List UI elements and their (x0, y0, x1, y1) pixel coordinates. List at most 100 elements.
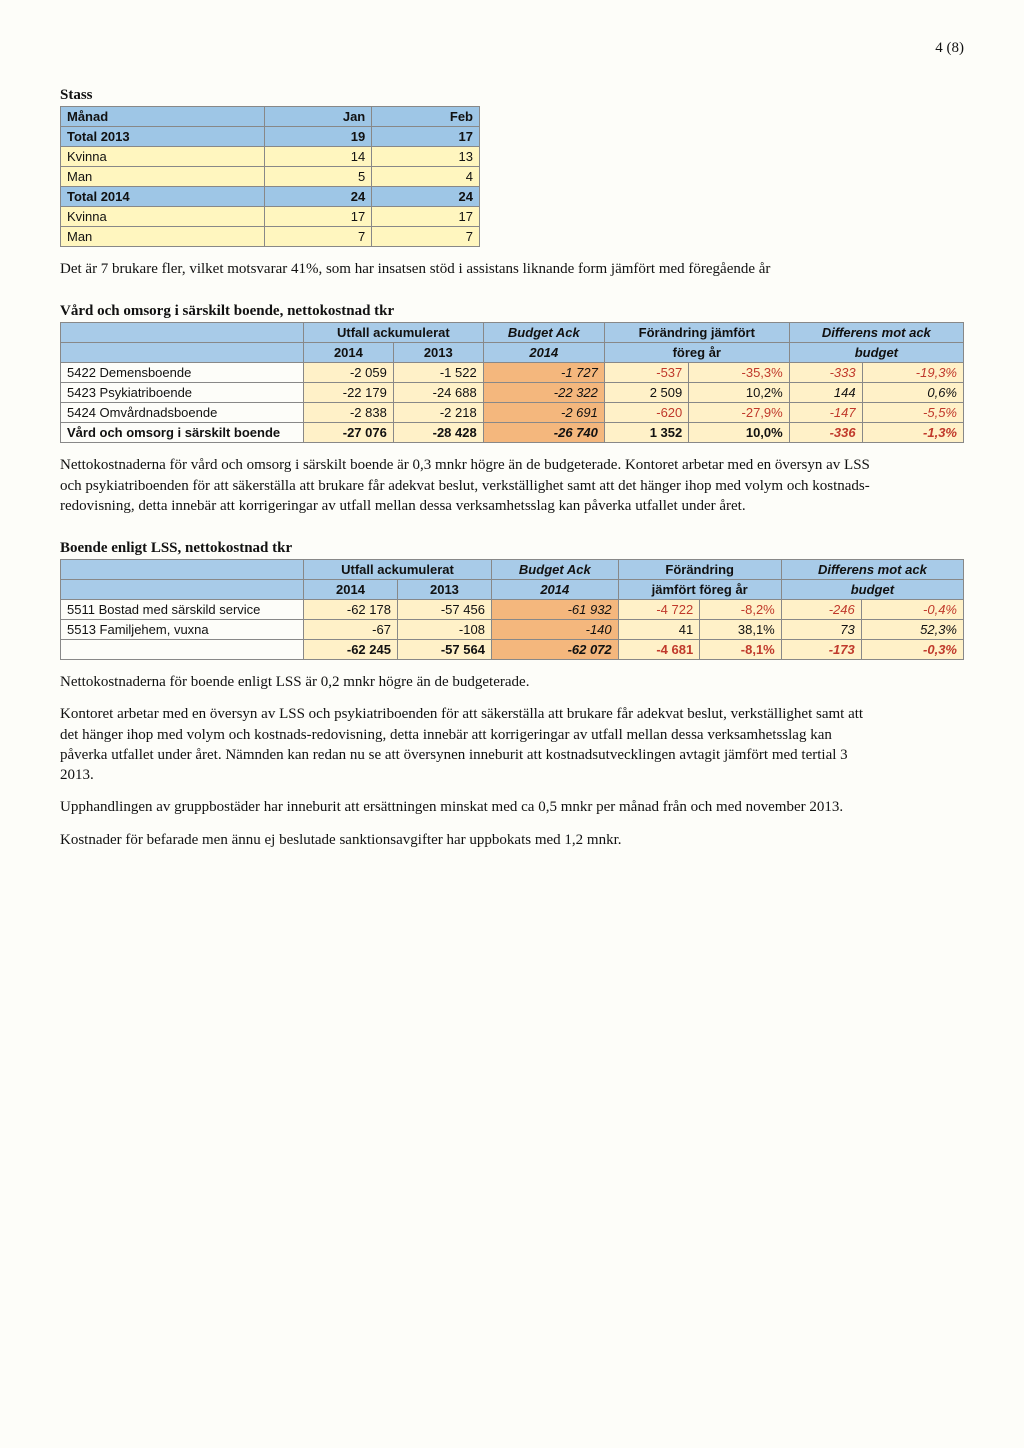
cell-c5: -147 (789, 403, 862, 423)
table-row: 5423 Psykiatriboende-22 179-24 688-22 32… (61, 383, 964, 403)
cell-c4p: 10,0% (689, 423, 789, 443)
stass-h0: Månad (61, 107, 265, 127)
cell-c4: -620 (604, 403, 688, 423)
lss-h2-3: 2014 (491, 580, 618, 600)
cell-c4p: -8,1% (700, 640, 782, 660)
cell-c4p: 10,2% (689, 383, 789, 403)
cell-c2: -24 688 (393, 383, 483, 403)
cell-c4p: 38,1% (700, 620, 782, 640)
vard-h2-4: föreg år (604, 343, 789, 363)
cell-c2: -2 218 (393, 403, 483, 423)
cell-c4: 2 509 (604, 383, 688, 403)
cell-c3: -62 072 (491, 640, 618, 660)
cell-c1: -22 179 (304, 383, 394, 403)
lss-table: Utfall ackumulerat Budget Ack Förändring… (60, 559, 964, 660)
lss-p3: Upphandlingen av gruppbostäder har inneb… (60, 797, 880, 817)
vard-para: Nettokostnaderna för vård och omsorg i s… (60, 455, 880, 516)
cell-label: 5422 Demensboende (61, 363, 304, 383)
page-number: 4 (8) (60, 40, 964, 57)
cell-c2: -28 428 (393, 423, 483, 443)
lss-h2-4: jämfört föreg år (618, 580, 781, 600)
cell-jan: 19 (264, 127, 372, 147)
cell-c5: -173 (781, 640, 861, 660)
cell-c3: -61 932 (491, 600, 618, 620)
cell-c4p: -8,2% (700, 600, 782, 620)
cell-label: 5423 Psykiatriboende (61, 383, 304, 403)
cell-c1: -2 059 (304, 363, 394, 383)
vard-table: Utfall ackumulerat Budget Ack Förändring… (60, 322, 964, 443)
cell-c5: 73 (781, 620, 861, 640)
stass-title: Stass (60, 87, 964, 104)
cell-c5p: -5,5% (862, 403, 963, 423)
cell-label: Man (61, 167, 265, 187)
cell-c3: -26 740 (483, 423, 604, 443)
lss-p1: Nettokostnaderna för boende enligt LSS ä… (60, 672, 880, 692)
lss-p4: Kostnader för befarade men ännu ej beslu… (60, 830, 880, 850)
stass-caption: Det är 7 brukare fler, vilket motsvarar … (60, 259, 880, 279)
cell-label: Kvinna (61, 147, 265, 167)
cell-jan: 24 (264, 187, 372, 207)
cell-label: Total 2013 (61, 127, 265, 147)
cell-c3: -22 322 (483, 383, 604, 403)
cell-c4p: -35,3% (689, 363, 789, 383)
stass-h1: Jan (264, 107, 372, 127)
vard-h-diff: Differens mot ack (789, 323, 963, 343)
cell-feb: 4 (372, 167, 480, 187)
lss-h-diff: Differens mot ack (781, 560, 963, 580)
cell-c3: -1 727 (483, 363, 604, 383)
vard-h2-1: 2014 (304, 343, 394, 363)
cell-c2: -108 (397, 620, 491, 640)
cell-feb: 17 (372, 207, 480, 227)
cell-label: Vård och omsorg i särskilt boende (61, 423, 304, 443)
cell-label (61, 640, 304, 660)
cell-c5: -336 (789, 423, 862, 443)
cell-jan: 14 (264, 147, 372, 167)
lss-h2-2: 2013 (397, 580, 491, 600)
cell-c2: -57 564 (397, 640, 491, 660)
cell-c5: 144 (789, 383, 862, 403)
cell-c5p: -19,3% (862, 363, 963, 383)
cell-c4: -4 722 (618, 600, 700, 620)
cell-c1: -62 245 (304, 640, 398, 660)
cell-c5p: -1,3% (862, 423, 963, 443)
cell-label: 5511 Bostad med särskild service (61, 600, 304, 620)
cell-label: 5513 Familjehem, vuxna (61, 620, 304, 640)
cell-c4: -4 681 (618, 640, 700, 660)
vard-h2-5: budget (789, 343, 963, 363)
lss-h-budget: Budget Ack (491, 560, 618, 580)
cell-c3: -140 (491, 620, 618, 640)
table-row: 5422 Demensboende-2 059-1 522-1 727-537-… (61, 363, 964, 383)
table-row: Total 20142424 (61, 187, 480, 207)
lss-title: Boende enligt LSS, nettokostnad tkr (60, 540, 964, 557)
table-total-row: Vård och omsorg i särskilt boende-27 076… (61, 423, 964, 443)
cell-c5p: 0,6% (862, 383, 963, 403)
cell-label: 5424 Omvårdnadsboende (61, 403, 304, 423)
cell-label: Total 2014 (61, 187, 265, 207)
vard-h-utfall: Utfall ackumulerat (304, 323, 484, 343)
cell-jan: 5 (264, 167, 372, 187)
table-row: Total 20131917 (61, 127, 480, 147)
cell-c4: -537 (604, 363, 688, 383)
cell-jan: 17 (264, 207, 372, 227)
table-row: 5511 Bostad med särskild service-62 178-… (61, 600, 964, 620)
cell-c1: -27 076 (304, 423, 394, 443)
table-row: Man77 (61, 227, 480, 247)
cell-c2: -1 522 (393, 363, 483, 383)
cell-label: Man (61, 227, 265, 247)
vard-h-budget: Budget Ack (483, 323, 604, 343)
vard-h-forandr: Förändring jämfört (604, 323, 789, 343)
vard-title: Vård och omsorg i särskilt boende, netto… (60, 303, 964, 320)
lss-h-utfall: Utfall ackumulerat (304, 560, 492, 580)
stass-table: Månad Jan Feb Total 20131917Kvinna1413Ma… (60, 106, 480, 247)
vard-h2-2: 2013 (393, 343, 483, 363)
cell-label: Kvinna (61, 207, 265, 227)
table-row: Kvinna1717 (61, 207, 480, 227)
vard-h2-3: 2014 (483, 343, 604, 363)
cell-feb: 17 (372, 127, 480, 147)
lss-h-forandr: Förändring (618, 560, 781, 580)
cell-c5p: -0,3% (861, 640, 963, 660)
cell-c5: -333 (789, 363, 862, 383)
cell-c2: -57 456 (397, 600, 491, 620)
cell-c4p: -27,9% (689, 403, 789, 423)
cell-jan: 7 (264, 227, 372, 247)
